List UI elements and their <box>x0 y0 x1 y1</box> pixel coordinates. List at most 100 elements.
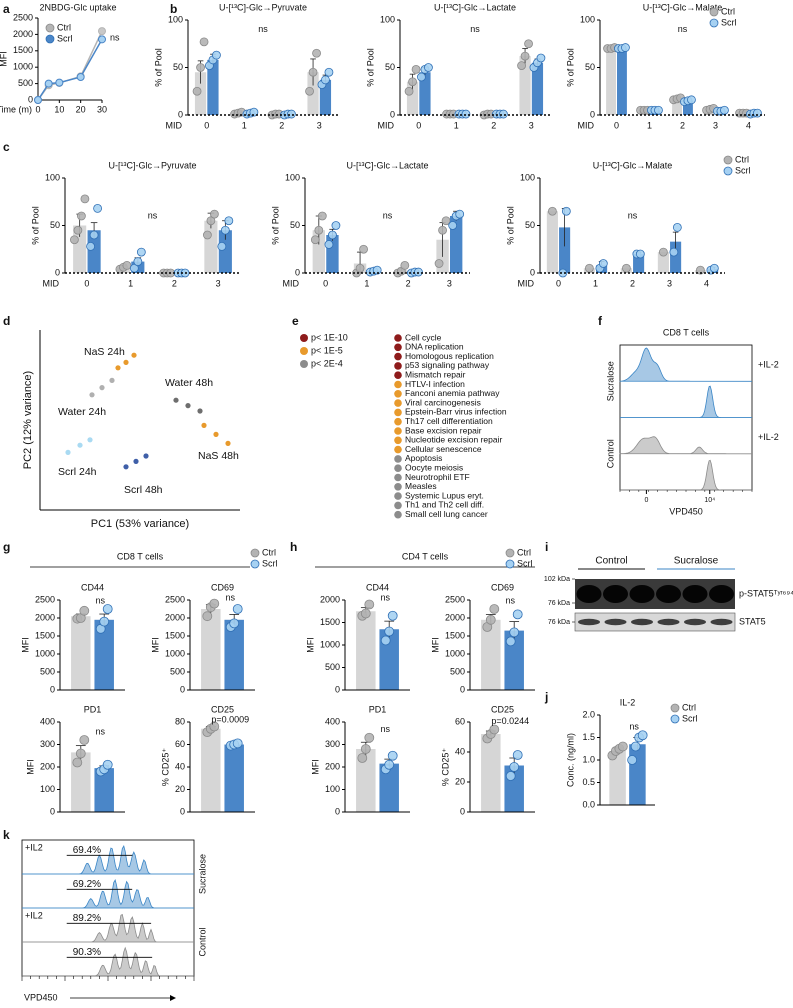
data-point <box>173 397 179 403</box>
histogram <box>620 459 752 491</box>
bar <box>201 609 221 690</box>
histogram <box>619 347 753 382</box>
gate-label: 90.3% <box>73 947 101 958</box>
data-point <box>324 240 334 249</box>
y-tick-label: 2000 <box>165 612 185 622</box>
data-point <box>201 422 207 428</box>
y-tick-label: 2000 <box>320 594 340 604</box>
bar <box>531 62 544 115</box>
item-marker <box>394 483 402 491</box>
data-point <box>77 442 83 448</box>
y-tick-label: 500 <box>40 666 55 676</box>
y-tick-label: 500 <box>450 666 465 676</box>
data-point <box>99 385 105 391</box>
x-tick-label: 3 <box>317 120 322 130</box>
data-point <box>455 209 465 219</box>
y-tick-label: 2500 <box>35 594 55 604</box>
y-tick-label: 40 <box>455 746 465 756</box>
data-point <box>387 610 398 621</box>
data-point <box>384 626 395 637</box>
row-label: +IL2 <box>25 910 43 920</box>
y-tick-label: 2000 <box>35 612 55 622</box>
data-point <box>509 627 520 638</box>
item-marker <box>394 352 402 361</box>
group-label: Water 24h <box>58 406 106 418</box>
data-point <box>331 221 341 230</box>
y-axis-label: PC2 (12% variance) <box>22 371 34 469</box>
blot-band <box>578 618 600 626</box>
panel-letter: h <box>290 540 297 554</box>
data-point <box>372 265 382 275</box>
panel-letter: e <box>292 314 299 328</box>
data-point <box>505 771 516 781</box>
panel-letter: k <box>3 828 10 842</box>
x-axis-label: MID <box>518 278 535 288</box>
y-axis-label: % of Pool <box>153 48 163 87</box>
item-marker <box>394 399 402 407</box>
group-label: Scrl 48h <box>124 484 163 496</box>
bar <box>559 227 571 273</box>
x-tick-label: 4 <box>746 120 751 130</box>
data-point <box>287 109 296 119</box>
y-tick-label: 0 <box>460 684 465 694</box>
y-tick-label: 2500 <box>13 12 33 22</box>
data-point <box>485 614 496 625</box>
x-tick-label: 1 <box>647 120 652 130</box>
bar <box>519 56 531 115</box>
bar <box>356 749 376 812</box>
x-tick-label: 3 <box>529 120 534 130</box>
data-point <box>317 211 327 221</box>
data-point <box>408 77 417 87</box>
y-tick-label: 0 <box>390 109 395 119</box>
data-point <box>499 109 508 119</box>
panel-letter: j <box>544 690 548 704</box>
y-tick-label: 40 <box>175 761 185 771</box>
x-tick-label: 10 <box>54 104 64 114</box>
data-point <box>136 247 146 257</box>
blot-strip <box>575 579 735 609</box>
x-tick-label: 0 <box>323 278 328 288</box>
annotation: ns <box>678 24 688 34</box>
data-point <box>199 37 209 47</box>
data-point <box>197 408 203 414</box>
data-point <box>512 609 523 620</box>
y-tick-label: 0 <box>28 94 33 104</box>
legend-label: Scrl <box>262 558 278 568</box>
y-axis-label: % of Pool <box>505 206 515 245</box>
data-point <box>558 268 568 278</box>
data-point <box>687 95 696 105</box>
data-point <box>131 352 137 358</box>
data-point <box>417 72 426 82</box>
data-point <box>314 225 324 235</box>
header: CD4 T cells <box>402 551 449 561</box>
y-tick-label: 0 <box>530 267 535 277</box>
item-label: p53 signaling pathway <box>405 360 490 370</box>
histogram <box>22 878 194 909</box>
x-tick-label: 4 <box>704 278 709 288</box>
bar <box>356 611 376 690</box>
item-marker <box>394 455 402 463</box>
y-tick-label: 1000 <box>13 62 33 72</box>
legend-label: Ctrl <box>721 6 735 16</box>
data-point <box>44 79 53 88</box>
panel-letter: f <box>598 314 603 328</box>
histogram <box>22 913 194 943</box>
data-point <box>505 636 516 647</box>
bar <box>449 216 463 273</box>
legend-label: Scrl <box>517 558 533 568</box>
annotation: p=0.0009 <box>211 714 249 724</box>
y-tick-label: 100 <box>45 172 60 182</box>
x-tick-label: 1 <box>128 278 133 288</box>
legend-marker <box>250 559 260 569</box>
data-point <box>720 105 729 115</box>
legend-label: p< 1E-5 <box>311 345 343 355</box>
blot-band <box>709 585 734 603</box>
data-point <box>357 753 368 763</box>
y-tick-label: 0 <box>295 267 300 277</box>
y-tick-label: 500 <box>325 662 340 672</box>
item-label: Epstein-Barr virus infection <box>405 407 507 417</box>
annotation: ns <box>470 24 480 34</box>
data-point <box>709 263 719 273</box>
data-point <box>658 247 668 257</box>
